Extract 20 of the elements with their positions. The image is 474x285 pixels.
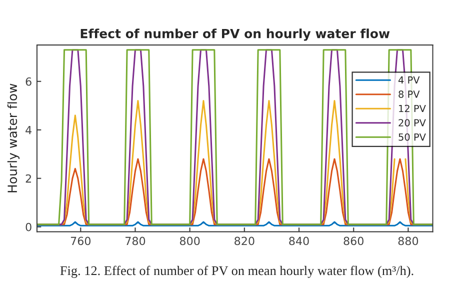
x-tick-label: 860 [344, 236, 364, 246]
x-tick-label: 820 [234, 236, 254, 246]
legend-label: 50 PV [398, 133, 426, 141]
x-tick-label: 840 [289, 236, 309, 246]
y-tick-label: 2 [26, 174, 31, 183]
y-axis-title: Hourly water flow [7, 84, 20, 192]
y-tick-label: 4 [26, 126, 32, 134]
x-tick-label: 780 [126, 236, 146, 246]
x-tick-label: 760 [70, 236, 91, 246]
x-tick-label: 800 [180, 236, 200, 246]
y-tick-label: 6 [26, 77, 32, 86]
chart-title: Effect of number of PV on hourly water flow [80, 28, 390, 41]
caption: Fig. 12. Effect of number of PV on mean hourly water flow (m³/h). [60, 266, 414, 278]
y-tick-label: 0 [26, 222, 32, 232]
legend-label: 12 PV [399, 104, 426, 112]
line-series [36, 49, 433, 226]
legend-label: 8 PV [398, 90, 420, 98]
x-tick-label: 880 [398, 236, 418, 246]
legend-label: 20 PV [398, 119, 426, 126]
legend-label: 4 PV [398, 76, 420, 84]
